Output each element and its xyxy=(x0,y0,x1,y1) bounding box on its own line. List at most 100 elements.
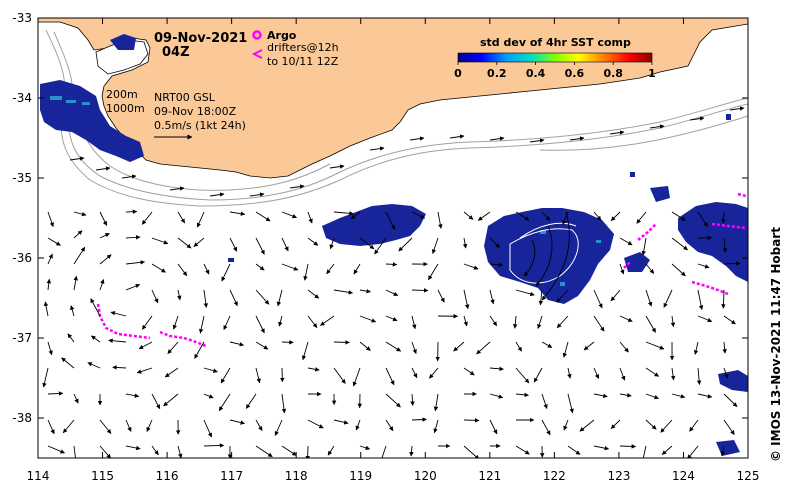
current-vector xyxy=(723,419,735,435)
current-vector xyxy=(619,393,632,398)
current-vector xyxy=(619,237,633,246)
current-vector xyxy=(138,341,153,350)
current-vector xyxy=(43,301,49,317)
current-vector xyxy=(172,315,179,330)
colorbar-tick-label: 0 xyxy=(454,67,462,80)
current-vector xyxy=(121,174,137,179)
current-vector xyxy=(689,116,705,121)
plot-area xyxy=(38,18,748,458)
current-vector xyxy=(723,261,741,266)
current-vector xyxy=(333,289,354,295)
current-vector xyxy=(512,315,518,329)
current-vector xyxy=(697,289,704,310)
colorbar-tick-label: 1 xyxy=(648,67,656,80)
current-vector xyxy=(433,419,439,434)
current-vector xyxy=(462,237,468,249)
current-vector xyxy=(687,445,699,458)
current-vector xyxy=(87,362,101,369)
current-vector xyxy=(350,211,361,220)
current-vector xyxy=(567,393,574,414)
current-vector xyxy=(537,315,543,329)
current-vector xyxy=(374,237,387,255)
drifter-tracks xyxy=(96,192,747,348)
current-vector xyxy=(112,365,127,370)
current-vector xyxy=(229,237,238,252)
current-vector xyxy=(198,315,205,334)
current-vector xyxy=(255,315,265,334)
current-vector xyxy=(303,263,309,281)
current-vector xyxy=(73,275,78,291)
current-vector xyxy=(515,392,529,398)
current-vector xyxy=(307,289,320,299)
current-vector xyxy=(229,211,246,216)
current-vector xyxy=(125,393,140,398)
current-vector xyxy=(696,367,702,385)
y-tick-label: -36 xyxy=(12,251,32,265)
current-vector xyxy=(636,211,647,224)
isobath-1000-label: 1000m xyxy=(106,102,145,115)
x-tick-label: 116 xyxy=(156,469,179,483)
datetime-label: 09-Nov 18:00Z xyxy=(154,105,237,118)
current-vector xyxy=(619,263,625,275)
current-vector xyxy=(327,445,335,456)
current-vector xyxy=(229,419,245,425)
current-vector xyxy=(515,341,522,352)
eddy-arrows xyxy=(523,211,570,301)
current-vector xyxy=(47,211,54,228)
current-vector xyxy=(489,289,495,305)
current-vector xyxy=(108,338,127,343)
current-vector xyxy=(609,130,625,135)
current-vector xyxy=(73,230,83,239)
current-vector xyxy=(99,254,112,265)
current-vector xyxy=(203,443,225,448)
current-vector xyxy=(541,393,548,409)
current-vector xyxy=(203,393,214,399)
current-vector xyxy=(411,417,427,422)
current-vector xyxy=(593,211,602,221)
colorbar-tick-label: 0.4 xyxy=(526,67,546,80)
current-vector xyxy=(697,393,713,399)
current-vector xyxy=(541,211,551,221)
current-vector xyxy=(47,445,65,454)
current-vector xyxy=(697,315,713,323)
current-vector xyxy=(645,419,657,430)
current-vector xyxy=(151,263,166,273)
current-vector xyxy=(229,289,238,307)
x-tick-label: 120 xyxy=(414,469,437,483)
current-vector xyxy=(281,211,297,219)
current-vector xyxy=(359,237,375,250)
x-tick-label: 115 xyxy=(91,469,114,483)
current-vector xyxy=(489,393,504,399)
current-vector xyxy=(69,156,85,161)
current-vector xyxy=(359,288,371,294)
current-vector xyxy=(489,237,500,249)
current-vector xyxy=(463,445,480,458)
current-vector xyxy=(428,263,439,281)
current-vector xyxy=(437,211,443,229)
current-vector xyxy=(151,237,169,245)
current-vector xyxy=(289,184,305,189)
current-vector xyxy=(163,393,179,407)
colorbar-tick-label: 0.2 xyxy=(487,67,507,80)
current-vector xyxy=(47,237,61,246)
eddy-contours xyxy=(509,222,579,284)
current-vector xyxy=(489,136,505,141)
current-vector xyxy=(167,341,179,355)
colorbar-tick-label: 0.6 xyxy=(565,67,585,80)
current-vector xyxy=(194,341,205,359)
credit-text: © IMOS 13-Nov-2021 11:47 Hobart xyxy=(769,227,783,462)
product-label: NRT00 GSL xyxy=(154,91,216,104)
current-vector xyxy=(429,367,439,379)
current-vector xyxy=(355,419,361,431)
current-vector xyxy=(276,289,283,307)
current-vector xyxy=(593,393,608,398)
current-vector xyxy=(67,333,75,343)
current-vectors xyxy=(42,106,745,458)
current-vector xyxy=(671,393,686,399)
current-vector xyxy=(125,283,141,291)
current-vector xyxy=(203,367,218,373)
current-vector xyxy=(398,237,413,252)
colorbar xyxy=(457,52,653,63)
current-vector xyxy=(281,263,299,271)
current-vector xyxy=(541,419,551,436)
